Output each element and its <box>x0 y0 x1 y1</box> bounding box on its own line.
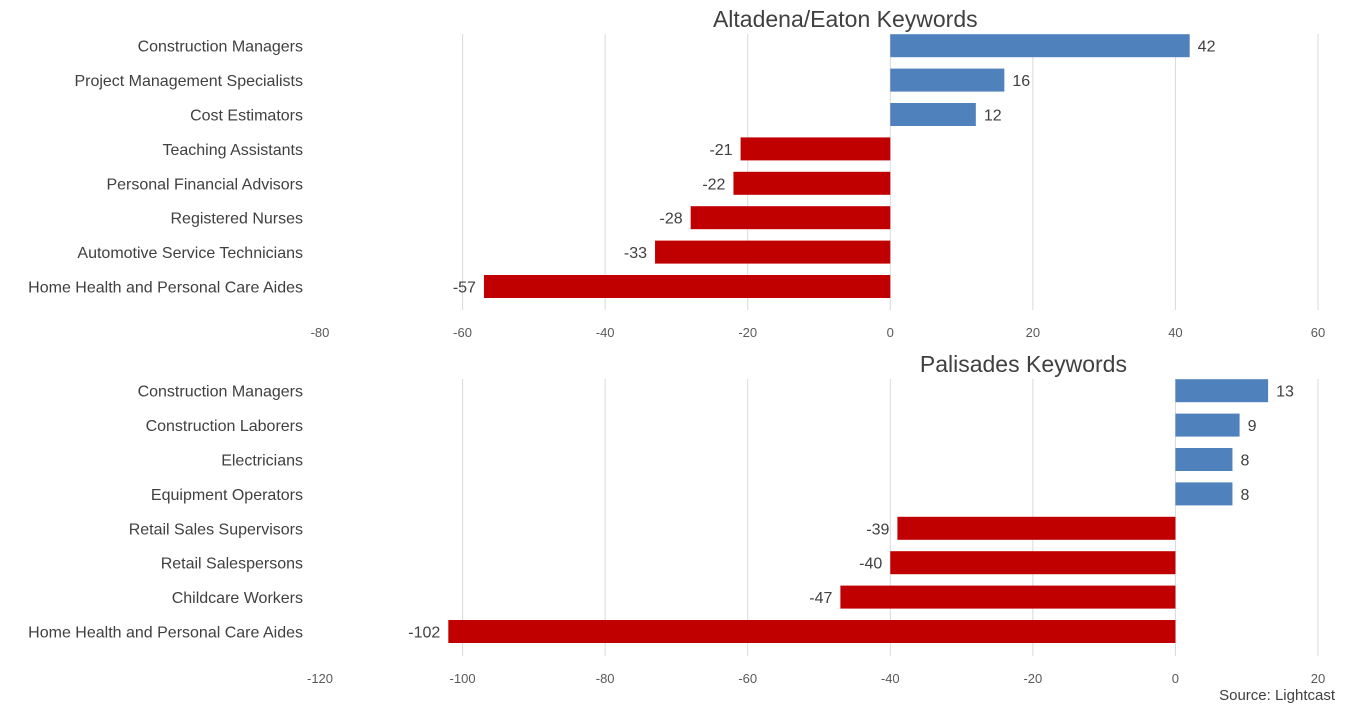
x-tick-label: -60 <box>738 671 757 686</box>
data-label: 16 <box>1012 73 1030 90</box>
x-tick-label: -80 <box>311 325 330 340</box>
bar <box>890 34 1190 58</box>
x-tick-label: -20 <box>1023 671 1042 686</box>
bar <box>740 137 891 161</box>
category-label: Construction Managers <box>138 384 303 401</box>
bar <box>690 206 891 230</box>
bar <box>890 68 1005 92</box>
category-label: Automotive Service Technicians <box>77 245 303 262</box>
category-label: Childcare Workers <box>172 590 303 607</box>
x-tick-label: 20 <box>1026 325 1040 340</box>
data-label: -33 <box>624 245 647 262</box>
bar <box>1175 482 1233 506</box>
data-label: -40 <box>859 556 882 573</box>
data-label: 8 <box>1240 487 1249 504</box>
data-label: 9 <box>1248 418 1257 435</box>
category-label: Retail Sales Supervisors <box>129 521 303 538</box>
data-label: -28 <box>660 211 683 228</box>
category-label: Registered Nurses <box>171 211 304 228</box>
bar <box>733 171 891 195</box>
category-label: Project Management Specialists <box>74 73 303 90</box>
bar <box>655 240 891 264</box>
bar <box>890 551 1176 575</box>
category-label: Personal Financial Advisors <box>106 176 303 193</box>
x-tick-label: -60 <box>453 325 472 340</box>
category-label: Home Health and Personal Care Aides <box>28 280 303 297</box>
bar <box>1175 379 1269 403</box>
bar <box>448 620 1176 643</box>
x-tick-label: -100 <box>450 671 476 686</box>
x-tick-label: 20 <box>1311 671 1325 686</box>
data-label: 13 <box>1276 384 1294 401</box>
x-tick-label: 0 <box>887 325 894 340</box>
x-tick-label: 40 <box>1168 325 1182 340</box>
data-label: 8 <box>1240 453 1249 470</box>
category-label: Retail Salespersons <box>161 556 303 573</box>
x-tick-label: -20 <box>738 325 757 340</box>
category-label: Teaching Assistants <box>162 142 303 159</box>
category-label: Construction Laborers <box>146 418 303 435</box>
data-label: 12 <box>984 108 1002 125</box>
bar <box>483 275 891 298</box>
bar <box>1175 448 1233 471</box>
source-note: Source: Lightcast <box>1219 687 1335 704</box>
x-tick-label: -80 <box>596 671 615 686</box>
bar <box>890 103 976 126</box>
chart-title: Palisades Keywords <box>920 351 1127 377</box>
data-label: -57 <box>453 280 476 297</box>
x-tick-label: -40 <box>596 325 615 340</box>
chart-title: Altadena/Eaton Keywords <box>713 6 978 32</box>
data-label: -47 <box>809 590 832 607</box>
data-label: -102 <box>408 625 440 642</box>
bar <box>1175 413 1240 437</box>
category-label: Cost Estimators <box>190 108 303 125</box>
category-label: Construction Managers <box>138 39 303 56</box>
x-tick-label: 0 <box>1172 671 1179 686</box>
x-tick-label: -120 <box>307 671 333 686</box>
data-label: -39 <box>866 521 889 538</box>
x-tick-label: -40 <box>881 671 900 686</box>
category-label: Electricians <box>221 453 303 470</box>
category-label: Equipment Operators <box>151 487 303 504</box>
data-label: 42 <box>1198 39 1216 56</box>
data-label: -21 <box>709 142 732 159</box>
bar <box>840 585 1176 609</box>
category-label: Home Health and Personal Care Aides <box>28 625 303 642</box>
data-label: -22 <box>702 176 725 193</box>
x-tick-label: 60 <box>1311 325 1325 340</box>
bar <box>897 516 1176 540</box>
